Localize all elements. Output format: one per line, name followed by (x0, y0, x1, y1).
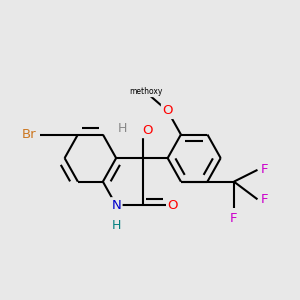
Text: F: F (230, 212, 238, 225)
Text: Br: Br (22, 128, 37, 141)
Text: H: H (117, 122, 127, 135)
Text: methoxy: methoxy (129, 87, 162, 96)
Text: F: F (260, 164, 268, 176)
Text: O: O (142, 124, 152, 136)
Text: N: N (111, 199, 121, 212)
Text: O: O (162, 104, 173, 118)
Text: F: F (260, 193, 268, 206)
Text: O: O (168, 199, 178, 212)
Text: H: H (112, 219, 121, 232)
